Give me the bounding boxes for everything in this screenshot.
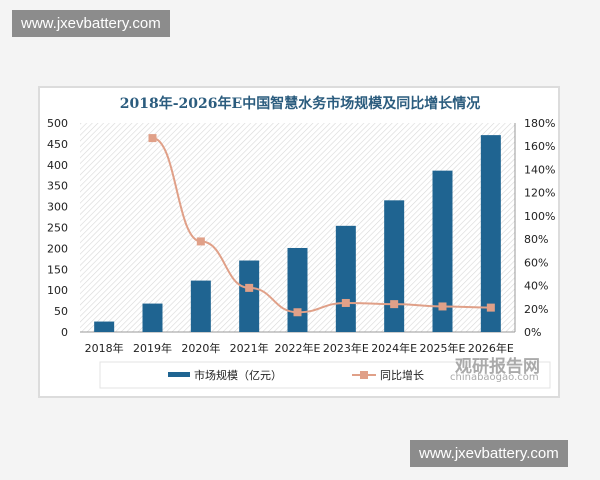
x-tick-label: 2018年 — [85, 341, 124, 355]
y-left-tick-label: 450 — [47, 138, 68, 151]
y-right-tick-label: 60% — [524, 256, 548, 269]
legend-line-marker — [360, 371, 368, 379]
watermark-bottom: www.jxevbattery.com — [410, 440, 568, 467]
x-tick-label: 2025年E — [420, 341, 466, 355]
growth-point — [438, 302, 447, 311]
y-left-tick-label: 300 — [47, 201, 68, 214]
x-tick-label: 2023年E — [323, 341, 369, 355]
y-right-tick-label: 40% — [524, 280, 548, 293]
growth-point — [148, 134, 157, 143]
y-left-tick-label: 150 — [47, 263, 68, 276]
growth-point — [341, 298, 350, 307]
y-left-tick-label: 50 — [54, 305, 68, 318]
y-right-tick-label: 140% — [524, 163, 555, 176]
y-right-tick-label: 180% — [524, 117, 555, 130]
growth-point — [390, 300, 399, 309]
y-right-tick-label: 0% — [524, 326, 541, 339]
bar — [190, 280, 211, 332]
y-left-tick-label: 500 — [47, 117, 68, 130]
chart-title: 2018年-2026年E中国智慧水务市场规模及同比增长情况 — [120, 95, 480, 112]
bar — [94, 321, 115, 332]
bar — [432, 170, 453, 332]
y-right-tick-label: 160% — [524, 140, 555, 153]
y-right-tick-label: 100% — [524, 210, 555, 223]
legend-bar-label: 市场规模（亿元） — [194, 368, 282, 382]
y-left-tick-label: 200 — [47, 242, 68, 255]
bar — [287, 247, 308, 332]
x-tick-label: 2019年 — [133, 341, 172, 355]
y-left-tick-label: 100 — [47, 284, 68, 297]
bar — [239, 260, 260, 332]
y-right-tick-label: 80% — [524, 233, 548, 246]
y-right-tick-label: 120% — [524, 187, 555, 200]
y-left-tick-label: 400 — [47, 159, 68, 172]
bar — [480, 135, 501, 332]
y-left-tick-label: 250 — [47, 222, 68, 235]
growth-point — [196, 237, 205, 246]
growth-point — [245, 283, 254, 292]
x-tick-label: 2024年E — [371, 341, 417, 355]
watermark-top: www.jxevbattery.com — [12, 10, 170, 37]
bar — [142, 303, 163, 332]
y-left-tick-label: 350 — [47, 180, 68, 193]
bar — [335, 225, 356, 332]
x-tick-label: 2022年E — [275, 341, 321, 355]
x-tick-label: 2021年 — [230, 341, 269, 355]
legend-line-label: 同比增长 — [380, 368, 424, 382]
logo-url: chinabaogao.com — [450, 372, 539, 383]
growth-point — [486, 303, 495, 312]
bar — [384, 200, 405, 332]
x-tick-label: 2020年 — [181, 341, 220, 355]
logo: 观研报告网 — [455, 357, 540, 377]
growth-point — [293, 308, 302, 317]
x-tick-label: 2026年E — [468, 341, 514, 355]
y-left-tick-label: 0 — [61, 326, 68, 339]
legend-bar-swatch — [168, 372, 190, 377]
y-right-tick-label: 20% — [524, 303, 548, 316]
